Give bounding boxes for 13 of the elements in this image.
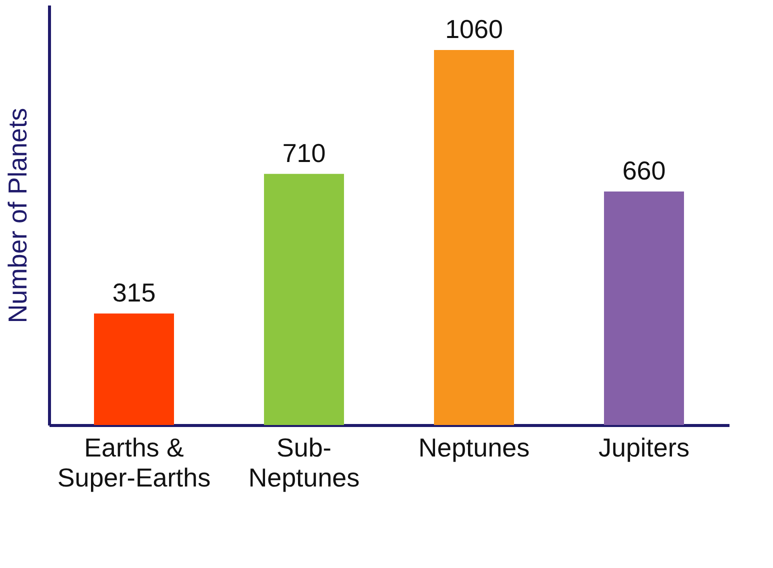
data-label: 660 xyxy=(622,156,666,186)
bar xyxy=(94,314,174,425)
x-tick-label: Jupiters xyxy=(598,432,690,462)
bar xyxy=(434,50,514,425)
data-label: 710 xyxy=(282,138,326,168)
x-tick-label: Sub-Neptunes xyxy=(248,432,360,492)
x-tick-label: Earths & Super-Earths xyxy=(57,432,211,492)
y-axis-title: Number of Planets xyxy=(2,108,32,324)
data-label: 1060 xyxy=(445,14,503,44)
bar xyxy=(264,174,344,425)
data-label: 315 xyxy=(112,278,156,308)
bar xyxy=(604,192,684,425)
x-tick-label: Neptunes xyxy=(418,432,530,462)
